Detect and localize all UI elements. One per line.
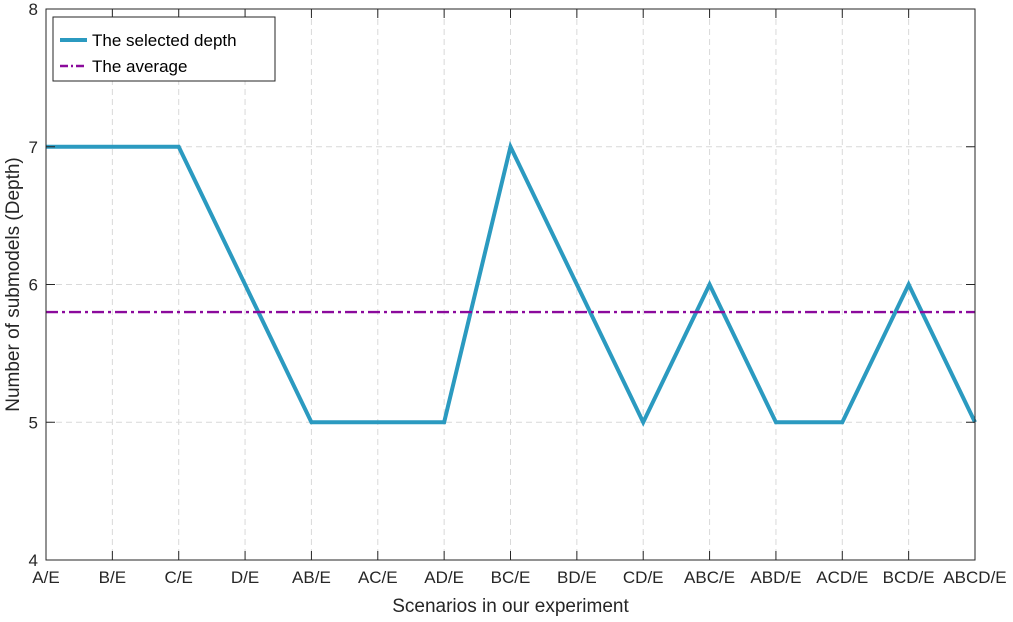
y-tick-label: 6 <box>29 276 38 295</box>
x-tick-label: BC/E <box>491 568 531 587</box>
x-tick-label: AC/E <box>358 568 398 587</box>
x-tick-label: B/E <box>99 568 126 587</box>
x-tick-label: ABD/E <box>750 568 801 587</box>
x-tick-label: ABC/E <box>684 568 735 587</box>
x-tick-label: ACD/E <box>816 568 868 587</box>
x-tick-label: C/E <box>165 568 193 587</box>
y-axis-title: Number of submodels (Depth) <box>3 157 24 412</box>
y-tick-label: 4 <box>29 551 38 570</box>
legend-label-1: The average <box>92 57 187 76</box>
legend-box <box>52 16 276 82</box>
x-axis-title: Scenarios in our experiment <box>392 596 629 617</box>
legend-label-0: The selected depth <box>92 31 237 50</box>
x-tick-label: D/E <box>231 568 259 587</box>
x-tick-label: AD/E <box>424 568 464 587</box>
series-layer <box>46 140 977 427</box>
x-tick-label: BD/E <box>557 568 597 587</box>
x-tick-label: BCD/E <box>883 568 935 587</box>
y-tick-label: 5 <box>29 413 38 432</box>
y-tick-label: 8 <box>29 0 38 19</box>
x-tick-label: A/E <box>32 568 59 587</box>
x-tick-label: CD/E <box>623 568 664 587</box>
axis-ticks: A/E B/E C/E D/E AB/E AC/E AD/E BC/E BD/E CD/E ABC/… <box>29 0 1007 587</box>
x-tick-label: AB/E <box>292 568 331 587</box>
series-line-0 <box>46 140 977 427</box>
legend: The selected depth The average <box>52 16 276 82</box>
y-tick-label: 7 <box>29 138 38 157</box>
x-tick-label: ABCD/E <box>943 568 1006 587</box>
